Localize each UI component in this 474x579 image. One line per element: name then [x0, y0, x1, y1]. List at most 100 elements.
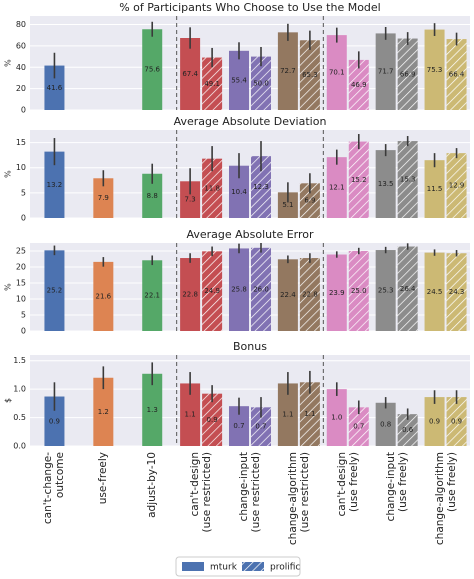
value-label: 0.9	[429, 418, 440, 426]
value-label: 1.1	[304, 410, 315, 418]
bar	[375, 33, 396, 110]
y-tick-label: 1.5	[13, 356, 26, 365]
bar	[446, 397, 467, 446]
y-tick-label: 0	[21, 106, 26, 115]
y-axis-label: %	[4, 283, 13, 291]
value-label: 10.4	[231, 188, 247, 196]
bar	[326, 157, 347, 218]
bar	[446, 253, 467, 331]
value-label: 66.9	[400, 70, 416, 78]
value-label: 15.3	[400, 176, 416, 184]
y-tick-label: 5	[21, 188, 26, 197]
x-tick-label: can't-design (use restricted)	[189, 452, 214, 533]
bar	[44, 396, 65, 446]
bar	[424, 397, 445, 446]
y-tick-label: 0.5	[13, 413, 26, 422]
value-label: 5.1	[282, 201, 293, 209]
bar	[277, 383, 298, 446]
value-label: 75.6	[144, 66, 160, 74]
bar	[397, 246, 418, 331]
bar	[251, 156, 271, 218]
bar	[375, 250, 396, 331]
value-label: 25.3	[378, 287, 394, 295]
bar	[397, 141, 418, 218]
bar	[375, 402, 396, 446]
value-label: 46.9	[351, 81, 367, 89]
value-label: 15.2	[351, 176, 367, 184]
bar	[326, 35, 347, 110]
value-label: 1.2	[98, 408, 109, 416]
bar	[180, 258, 201, 331]
value-label: 22.4	[280, 291, 296, 299]
value-label: 7.9	[98, 194, 109, 202]
value-label: 26.0	[253, 285, 269, 293]
value-label: 72.7	[280, 67, 296, 75]
bar	[375, 150, 396, 218]
value-label: 1.0	[331, 414, 342, 422]
bar	[202, 251, 223, 331]
bar	[397, 38, 418, 110]
legend-label: prolific	[270, 563, 300, 573]
y-tick-label: 20	[16, 263, 26, 272]
value-label: 8.8	[147, 192, 158, 200]
bar	[397, 414, 418, 446]
value-label: 70.1	[329, 69, 345, 77]
bar	[299, 40, 320, 110]
bar	[229, 165, 249, 218]
value-label: 66.4	[449, 71, 465, 79]
value-label: 11.8	[204, 184, 220, 192]
value-label: 41.6	[47, 84, 63, 92]
x-tick-label: change-algorithm (use freely)	[433, 452, 458, 546]
value-label: 13.2	[47, 181, 63, 189]
y-tick-label: 10	[16, 163, 26, 172]
chart-title: Bonus	[233, 340, 267, 353]
bar	[44, 250, 65, 331]
value-label: 0.7	[233, 422, 244, 430]
bar	[277, 259, 298, 331]
value-label: 25.8	[231, 286, 247, 294]
value-label: 55.4	[231, 76, 247, 84]
value-label: 50.0	[253, 79, 269, 87]
bar	[446, 153, 467, 218]
value-label: 11.5	[427, 185, 443, 193]
bar	[277, 32, 298, 110]
value-label: 24.9	[204, 287, 220, 295]
value-label: 0.9	[207, 416, 218, 424]
y-axis-label: $	[4, 398, 13, 403]
bar	[229, 406, 249, 446]
bar	[299, 183, 320, 218]
y-tick-label: 5	[21, 311, 26, 320]
bar	[44, 151, 65, 218]
legend-label: mturk	[210, 563, 238, 573]
value-label: 1.3	[147, 406, 158, 414]
bar	[424, 29, 445, 110]
value-label: 0.9	[451, 418, 462, 426]
bar	[348, 251, 369, 331]
bar	[202, 57, 223, 110]
value-label: 23.9	[329, 289, 345, 297]
legend-swatch	[242, 562, 264, 571]
value-label: 0.8	[380, 420, 391, 428]
bar	[180, 383, 201, 446]
chart-title: % of Participants Who Choose to Use the …	[119, 1, 381, 14]
x-tick-label: can't-change-outcome	[42, 452, 67, 525]
bar	[202, 158, 223, 218]
legend-swatch	[182, 562, 204, 571]
bar	[348, 141, 369, 218]
value-label: 65.3	[302, 71, 318, 79]
chart-title: Average Absolute Error	[186, 228, 314, 241]
value-label: 1.1	[185, 411, 196, 419]
value-label: 7.3	[185, 196, 196, 204]
bar	[229, 248, 249, 331]
chart-title: Average Absolute Deviation	[174, 115, 327, 128]
bar	[299, 258, 320, 331]
bar	[326, 254, 347, 331]
value-label: 0.6	[402, 426, 414, 434]
y-tick-label: 40	[16, 63, 26, 72]
bar	[424, 252, 445, 331]
bar	[277, 192, 298, 218]
x-tick-label: can't-design (use freely)	[335, 452, 360, 517]
y-axis-label: %	[4, 59, 13, 67]
value-label: 0.7	[353, 423, 364, 431]
